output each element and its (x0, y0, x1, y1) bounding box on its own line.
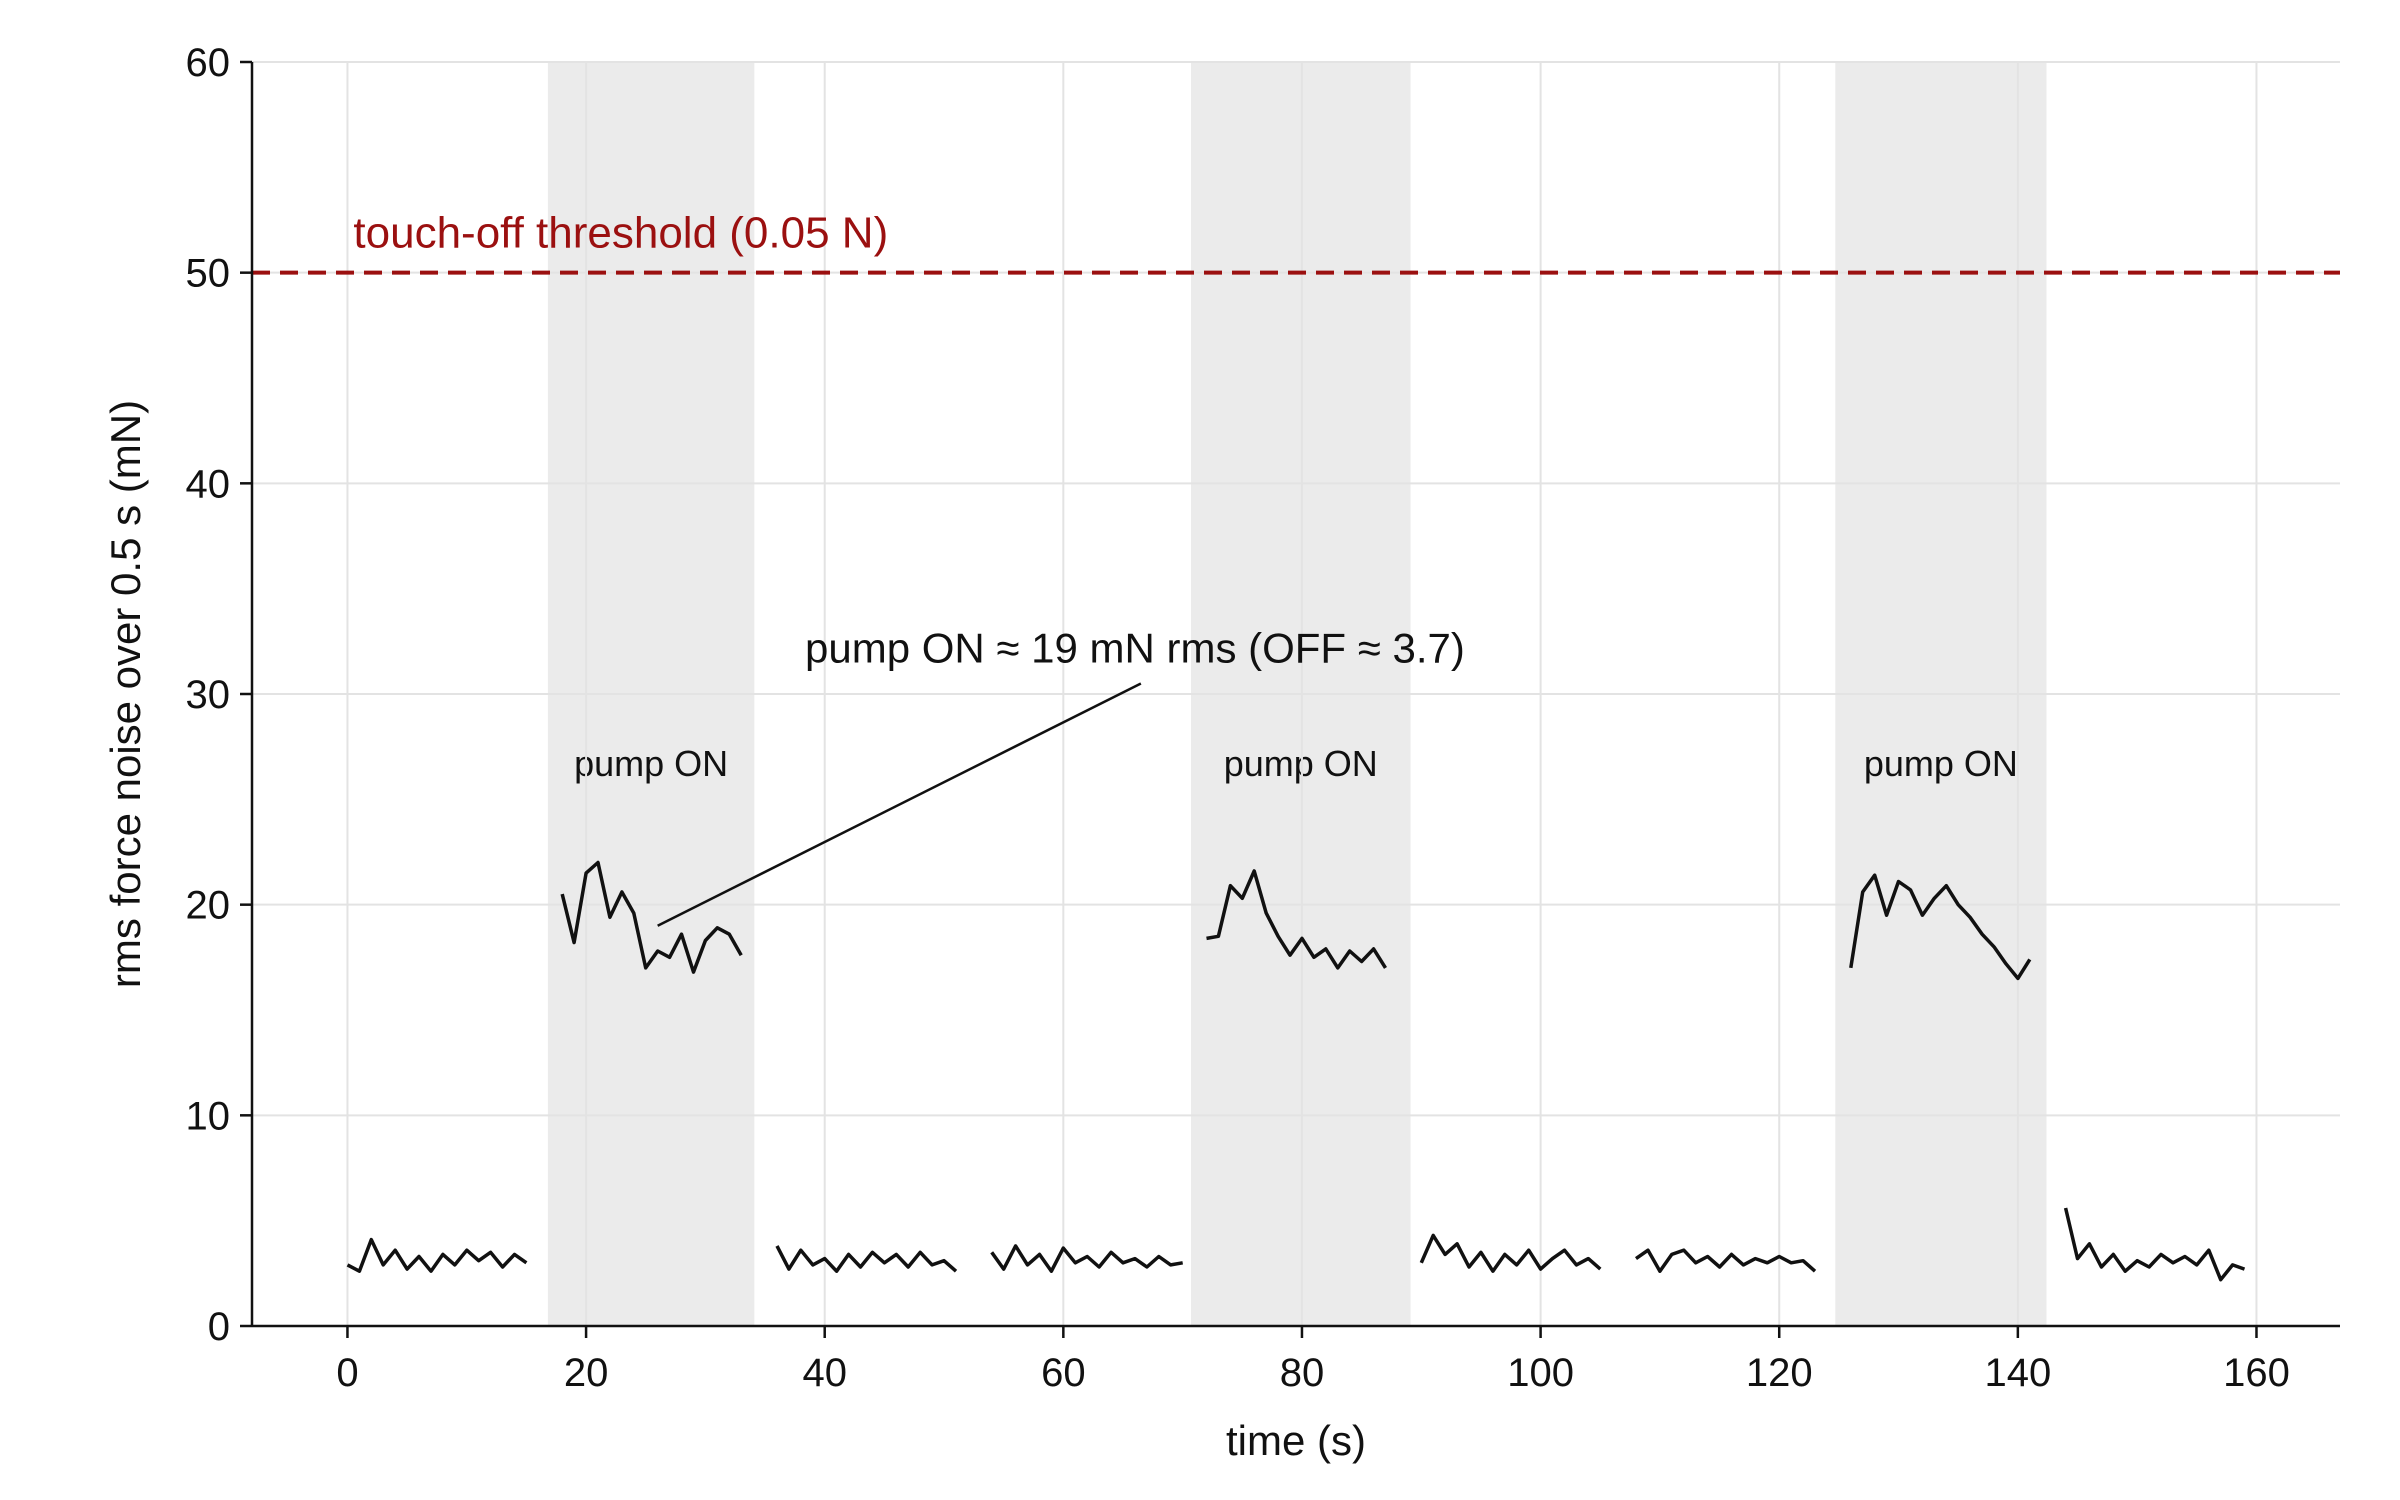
series-line-3 (990, 1244, 1184, 1273)
x-tick-label-0: 0 (336, 1351, 358, 1395)
annotation-text: pump ON ≈ 19 mN rms (OFF ≈ 3.7) (805, 624, 1465, 671)
x-axis-label: time (s) (1226, 1417, 1366, 1464)
x-tick-label-7: 140 (1984, 1351, 2051, 1395)
band-label-2: pump ON (1864, 743, 2018, 784)
series-line-7 (1849, 873, 2032, 981)
threshold-label: touch-off threshold (0.05 N) (353, 208, 888, 257)
y-tick-label-2: 20 (186, 884, 231, 928)
band-label-1: pump ON (1224, 743, 1378, 784)
series-line-8 (2063, 1207, 2246, 1282)
y-tick-label-0: 0 (208, 1305, 230, 1349)
y-axis-label: rms force noise over 0.5 s (mN) (102, 400, 149, 988)
band-label-0: pump ON (574, 743, 728, 784)
x-tick-label-4: 80 (1280, 1351, 1325, 1395)
x-tick-label-8: 160 (2223, 1351, 2290, 1395)
x-tick-label-6: 120 (1746, 1351, 1813, 1395)
series-lines (346, 860, 2246, 1282)
x-tick-label-1: 20 (564, 1351, 609, 1395)
y-tick-label-6: 60 (186, 41, 231, 85)
series-line-5 (1419, 1233, 1602, 1273)
annotation-arrow (657, 682, 1142, 927)
y-tick-label-5: 50 (186, 252, 231, 296)
tick-marks: 0 20 40 60 80 100 120 140 160 0 10 20 30 40 50 60 (186, 41, 2290, 1395)
series-line-2 (775, 1245, 958, 1273)
y-tick-label-1: 10 (186, 1094, 231, 1138)
x-tick-label-3: 60 (1041, 1351, 1086, 1395)
series-line-0 (346, 1237, 528, 1273)
series-line-6 (1634, 1248, 1817, 1273)
series-line-1 (560, 860, 743, 974)
series-line-4 (1206, 869, 1387, 970)
y-tick-label-4: 40 (186, 462, 231, 506)
threshold-line-group: touch-off threshold (0.05 N) (252, 208, 2340, 275)
y-tick-label-3: 30 (186, 673, 231, 717)
x-tick-label-2: 40 (802, 1351, 847, 1395)
x-tick-label-5: 100 (1507, 1351, 1574, 1395)
annotation-group: pump ON ≈ 19 mN rms (OFF ≈ 3.7) (657, 624, 1465, 927)
